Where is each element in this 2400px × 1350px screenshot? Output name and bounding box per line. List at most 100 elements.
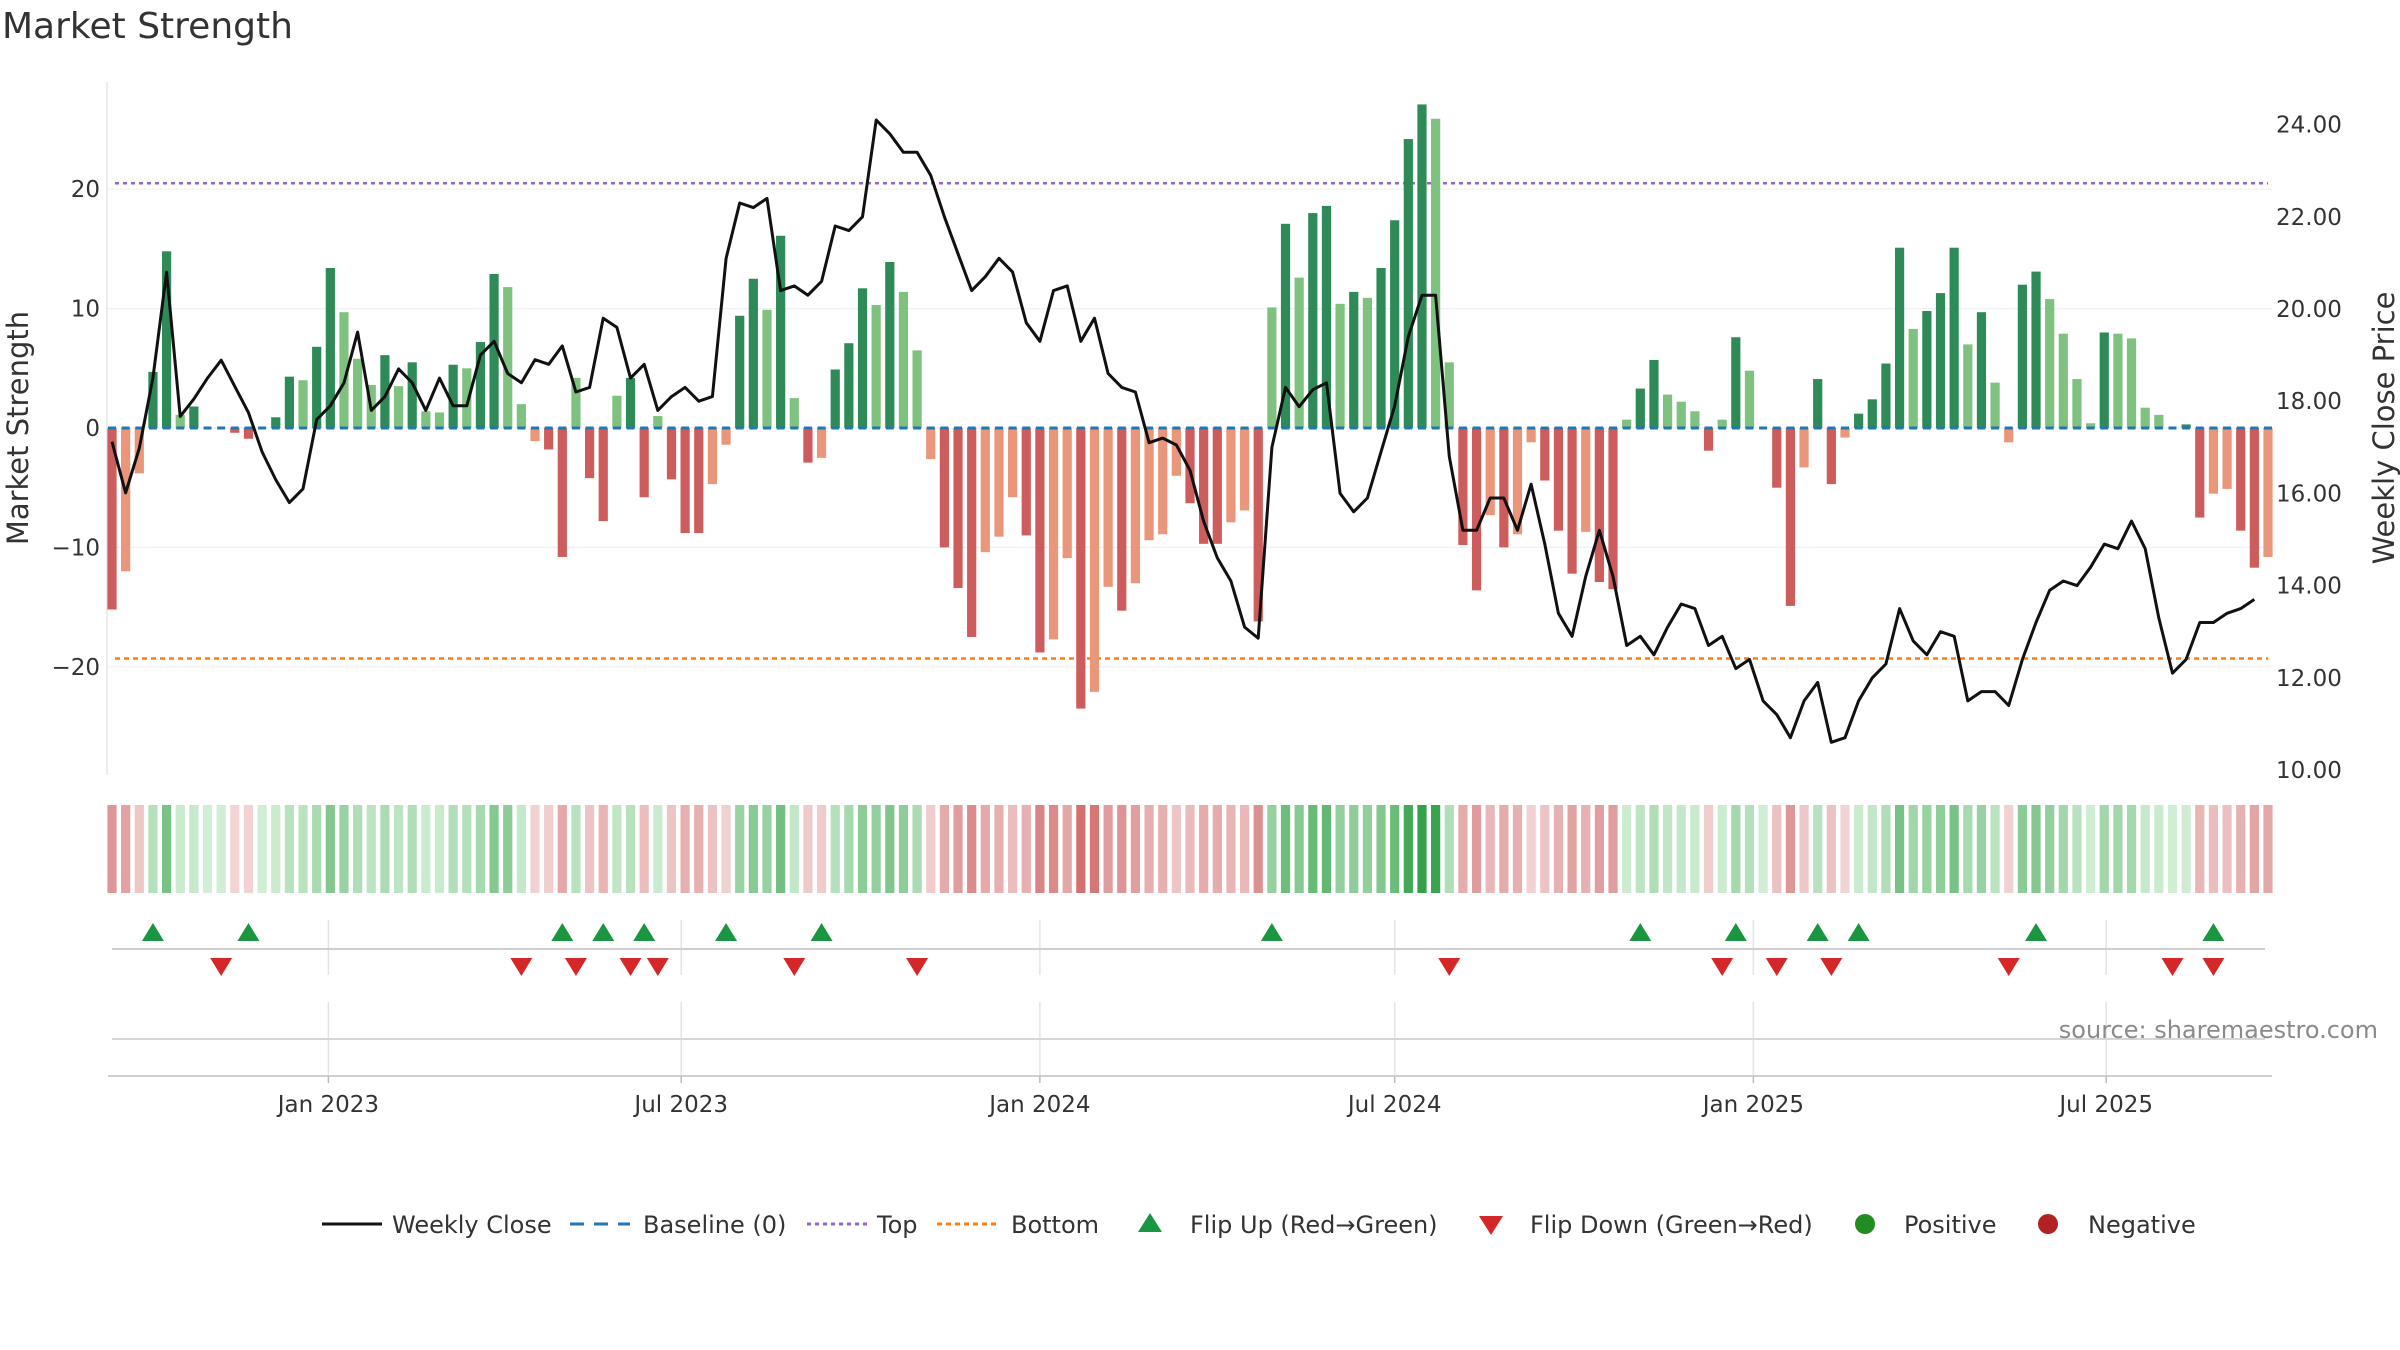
x-tick-label: Jul 2024: [1346, 1092, 1442, 1118]
strength-bar: [1117, 428, 1127, 611]
strength-bar: [2222, 428, 2232, 489]
strength-bar: [707, 428, 718, 485]
heat-cell: [298, 805, 308, 893]
flip-down-marker: [619, 958, 642, 976]
heat-cell: [584, 805, 595, 893]
heat-cell: [353, 805, 363, 893]
heat-cell: [1867, 805, 1877, 893]
strength-bar: [284, 376, 294, 428]
heat-cell: [707, 805, 718, 893]
y-left-tick-label: −20: [51, 655, 100, 681]
legend-label: Weekly Close: [392, 1211, 552, 1239]
heat-cell: [407, 805, 417, 893]
flip-up-marker: [2025, 923, 2048, 941]
flip-up-marker: [551, 923, 574, 941]
heat-cell: [2154, 805, 2164, 893]
heat-cell: [1458, 805, 1468, 893]
strength-bar: [1499, 428, 1509, 548]
heat-cell: [2249, 805, 2259, 893]
legend-label: Top: [876, 1211, 918, 1239]
heat-cell: [1894, 805, 1905, 893]
heat-cell: [776, 805, 786, 893]
strength-bar: [1158, 428, 1168, 535]
x-axis: Jan 2023 Jul 2023 Jan 2024 Jul 2024 Jan 2025…: [276, 1076, 2153, 1118]
heat-cell: [694, 805, 704, 893]
legend: Weekly Close Baseline (0) Top Bottom Flip Up…: [322, 1211, 2196, 1239]
heat-cell: [598, 805, 608, 893]
strength-bar: [2072, 379, 2082, 428]
strength-bar: [271, 417, 281, 428]
heat-cell: [325, 805, 335, 893]
strength-bar: [1417, 104, 1427, 429]
y-axis-left-title: Market Strength: [1, 311, 35, 545]
heat-cell: [421, 805, 431, 893]
strength-bar: [1349, 291, 1359, 428]
heat-cell: [2072, 805, 2082, 893]
strength-bar: [1894, 247, 1905, 428]
strength-bar: [980, 428, 990, 553]
heat-cell: [653, 805, 663, 893]
strength-bar: [1881, 363, 1891, 428]
strength-bar: [1076, 428, 1086, 709]
strength-bar: [721, 428, 731, 445]
heat-cell: [1649, 805, 1659, 893]
strength-bar: [2045, 299, 2055, 428]
strength-bar: [2140, 407, 2150, 428]
strength-bar: [694, 428, 704, 534]
heat-cell: [1212, 805, 1222, 893]
heat-cell: [1949, 805, 1959, 893]
heat-cell: [530, 805, 540, 893]
heat-cell: [544, 805, 554, 893]
heat-cell: [1376, 805, 1386, 893]
strength-bar: [598, 428, 608, 522]
heat-cell: [1021, 805, 1031, 893]
heat-cell: [1158, 805, 1168, 893]
heat-cell: [1008, 805, 1018, 893]
strength-bar: [1854, 413, 1864, 428]
heat-cell: [762, 805, 772, 893]
heat-cell: [1403, 805, 1413, 893]
x-tick-label: Jul 2025: [2057, 1092, 2153, 1118]
heat-cell: [1321, 805, 1332, 893]
heat-cell: [1226, 805, 1236, 893]
heat-cell: [2236, 805, 2246, 893]
flip-down-marker: [2202, 958, 2225, 976]
heat-cell: [312, 805, 322, 893]
heat-cell: [1062, 805, 1072, 893]
heat-cell: [1267, 805, 1277, 893]
flip-down-marker: [1997, 958, 2020, 976]
heat-cell: [1444, 805, 1454, 893]
y-right-tick-label: 10.00: [2276, 758, 2342, 784]
strength-bar: [1717, 419, 1727, 428]
flip-up-marker: [715, 923, 738, 941]
heat-cell: [1171, 805, 1181, 893]
heat-cell: [1540, 805, 1550, 893]
heat-cell: [844, 805, 854, 893]
strength-bar: [1772, 428, 1782, 488]
heat-cell: [1253, 805, 1263, 893]
strength-bar: [1048, 428, 1059, 640]
weekly-close-line: [110, 118, 2256, 744]
strength-bar: [1540, 428, 1550, 481]
heat-cell: [475, 805, 486, 893]
heat-cell: [1294, 805, 1304, 893]
strength-bar: [816, 428, 827, 458]
y-right-tick-label: 20.00: [2276, 297, 2342, 323]
y-right-tick-label: 22.00: [2276, 205, 2342, 231]
heat-cell: [1035, 805, 1045, 893]
y-left-tick-label: 20: [71, 177, 100, 203]
strength-bar: [121, 428, 131, 572]
heat-cell: [1553, 805, 1564, 893]
strength-bar: [407, 362, 417, 428]
strength-bar: [1267, 307, 1277, 428]
heat-cell: [994, 805, 1004, 893]
y-left-tick-label: 0: [85, 416, 100, 442]
strength-bar: [2263, 428, 2273, 557]
strength-bar: [1199, 428, 1209, 544]
heat-cell: [2058, 805, 2068, 893]
strength-bar: [298, 380, 308, 428]
strength-bar: [653, 416, 663, 428]
strength-bar: [312, 346, 322, 428]
heat-cell: [448, 805, 458, 893]
strength-bar: [339, 312, 349, 428]
